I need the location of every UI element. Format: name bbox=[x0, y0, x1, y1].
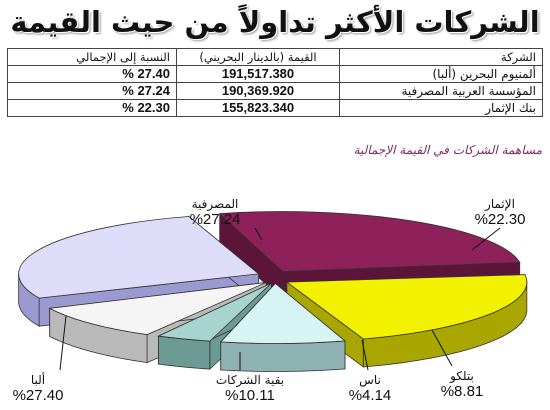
slice-top bbox=[157, 282, 272, 342]
slice-label: الإثمار %22.30 bbox=[455, 196, 545, 228]
leader-line bbox=[361, 339, 369, 371]
slice-label: المصرفية %27.24 bbox=[170, 196, 260, 228]
table-header-row: الشركة القيمة (بالدينار البحريني) النسبة… bbox=[7, 48, 543, 66]
chart-subtitle: مساهمة الشركات في القيمة الإجمالية bbox=[353, 143, 542, 157]
slice-top bbox=[219, 282, 346, 344]
slice-label: ألبا %27.40 bbox=[0, 372, 83, 404]
row-share: 22.30 % bbox=[7, 99, 177, 117]
slice-label: ناس %4.14 bbox=[325, 372, 415, 404]
slice-percent: %4.14 bbox=[348, 387, 392, 404]
slice-percent: %22.30 bbox=[474, 211, 526, 228]
table-row: المؤسسة العربية المصرفية 190,369.920 27.… bbox=[7, 82, 543, 100]
slice-top bbox=[48, 282, 267, 335]
slice-label: بتلكو %8.81 bbox=[417, 368, 507, 400]
slice-label: بقية الشركات %10.11 bbox=[205, 372, 295, 404]
pie-slice-1 bbox=[285, 274, 528, 368]
row-company: المؤسسة العربية المصرفية bbox=[339, 82, 543, 100]
leader-line bbox=[59, 315, 67, 371]
table-row: بنك الإثمار 155,823.340 22.30 % bbox=[7, 99, 543, 117]
slice-name: بتلكو bbox=[450, 369, 474, 383]
header-value: القيمة (بالدينار البحريني) bbox=[176, 48, 340, 66]
slice-side bbox=[158, 335, 211, 370]
row-company: بنك الإثمار bbox=[339, 99, 543, 117]
slice-top bbox=[285, 274, 528, 340]
slice-side bbox=[220, 340, 346, 372]
slice-percent: %27.24 bbox=[189, 211, 241, 228]
slice-percent: %8.81 bbox=[440, 383, 484, 400]
leader-line bbox=[431, 329, 453, 367]
slice-name: الإثمار bbox=[485, 197, 515, 211]
slice-percent: %10.11 bbox=[225, 387, 275, 404]
slice-name: ألبا bbox=[30, 373, 46, 387]
page-title: الشركات الأكثر تداولاً من حيث القيمة bbox=[10, 5, 540, 39]
top-companies-table: الشركة القيمة (بالدينار البحريني) النسبة… bbox=[7, 48, 543, 117]
leader-line bbox=[471, 227, 501, 251]
slice-name: ناس bbox=[359, 373, 381, 387]
pie-slice-2 bbox=[219, 282, 346, 372]
row-value: 155,823.340 bbox=[176, 99, 340, 117]
slice-name: المصرفية bbox=[191, 197, 239, 211]
slice-top bbox=[218, 211, 521, 272]
slice-top bbox=[18, 216, 260, 299]
slice-percent: %27.40 bbox=[12, 387, 64, 404]
leader-line bbox=[254, 227, 263, 241]
slice-name: بقية الشركات bbox=[215, 373, 285, 387]
